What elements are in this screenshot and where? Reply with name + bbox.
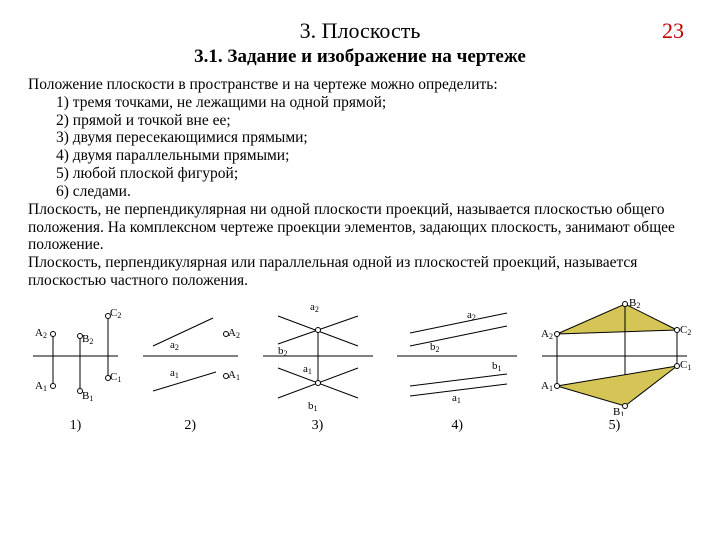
svg-text:а1: а1 bbox=[170, 367, 179, 380]
figure-1: А2 В2 С2 А1 В1 С1 1) bbox=[28, 296, 123, 434]
section-title: 3. Плоскость bbox=[28, 18, 692, 44]
svg-text:А2: А2 bbox=[541, 328, 553, 341]
svg-text:А2: А2 bbox=[228, 327, 240, 340]
svg-text:С1: С1 bbox=[110, 371, 121, 384]
svg-text:а2: а2 bbox=[170, 339, 179, 352]
list-item: 3) двумя пересекающимися прямыми; bbox=[28, 129, 692, 147]
svg-text:В1: В1 bbox=[82, 390, 93, 403]
page-number: 23 bbox=[662, 18, 684, 44]
list-item: 1) тремя точками, не лежащими на одной п… bbox=[28, 94, 692, 112]
list-item: 6) следами. bbox=[28, 183, 692, 201]
figure-2: а2 А2 а1 А1 2) bbox=[138, 296, 243, 434]
para-particular: Плоскость, перпендикулярная или параллел… bbox=[28, 254, 692, 290]
list-item: 2) прямой и точкой вне ее; bbox=[28, 112, 692, 130]
svg-text:а1: а1 bbox=[452, 392, 461, 405]
svg-text:В2: В2 bbox=[82, 333, 93, 346]
list-item: 4) двумя параллельными прямыми; bbox=[28, 147, 692, 165]
svg-text:А1: А1 bbox=[35, 380, 47, 393]
figure-caption: 5) bbox=[537, 418, 692, 434]
svg-text:b2: b2 bbox=[278, 345, 288, 358]
para-general: Плоскость, не перпендикулярная ни одной … bbox=[28, 201, 692, 254]
svg-text:а1: а1 bbox=[303, 363, 312, 376]
svg-text:С2: С2 bbox=[680, 324, 691, 337]
svg-text:b1: b1 bbox=[308, 400, 318, 413]
list-item: 5) любой плоской фигурой; bbox=[28, 165, 692, 183]
figure-caption: 1) bbox=[28, 418, 123, 434]
svg-text:А2: А2 bbox=[35, 327, 47, 340]
svg-text:а2: а2 bbox=[467, 309, 476, 322]
svg-text:В2: В2 bbox=[629, 297, 640, 310]
svg-text:А1: А1 bbox=[228, 369, 240, 382]
figure-4: а2 b2 b1 а1 4) bbox=[392, 296, 522, 434]
figure-3: а2 b2 а1 b1 3) bbox=[258, 296, 378, 434]
svg-text:С1: С1 bbox=[680, 359, 691, 372]
figure-row: А2 В2 С2 А1 В1 С1 1) а2 А2 а1 bbox=[28, 296, 692, 434]
svg-text:С2: С2 bbox=[110, 307, 121, 320]
intro-text: Положение плоскости в пространстве и на … bbox=[28, 76, 692, 94]
svg-text:b1: b1 bbox=[492, 360, 502, 373]
figure-5: А2 В2 С2 А1 В1 С1 5) bbox=[537, 296, 692, 434]
figure-caption: 3) bbox=[258, 418, 378, 434]
figure-caption: 2) bbox=[138, 418, 243, 434]
figure-caption: 4) bbox=[392, 418, 522, 434]
svg-text:А1: А1 bbox=[541, 380, 553, 393]
svg-text:а2: а2 bbox=[310, 301, 319, 314]
subsection-title: 3.1. Задание и изображение на чертеже bbox=[28, 46, 692, 68]
svg-text:b2: b2 bbox=[430, 341, 440, 354]
